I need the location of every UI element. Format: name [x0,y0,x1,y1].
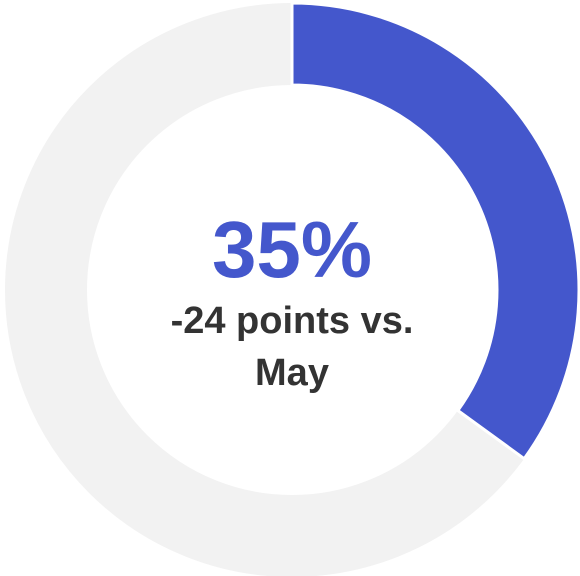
donut-segment [290,1,580,461]
subtitle: -24 points vs. May [170,300,414,394]
value-label: 35% [211,205,373,294]
center-label: 35% -24 points vs. May [142,205,442,399]
